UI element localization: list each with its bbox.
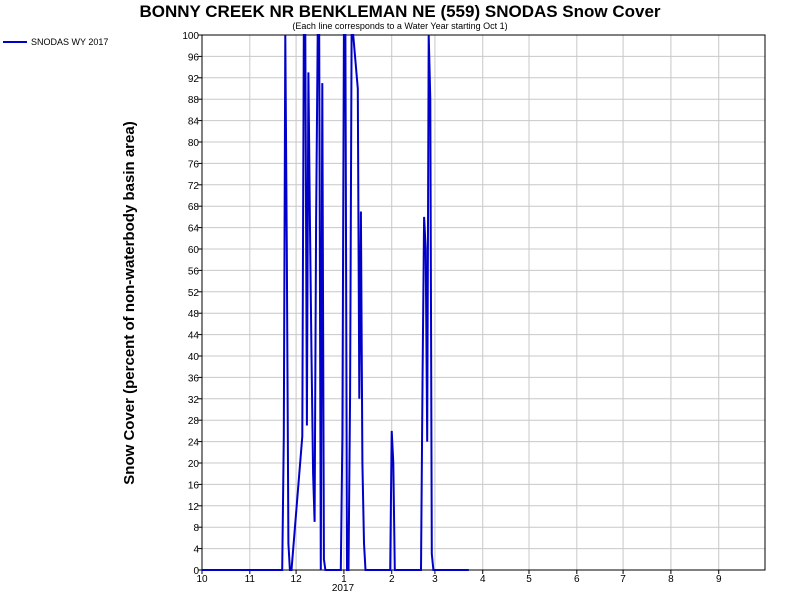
gridlines bbox=[202, 34, 765, 571]
series-line-0 bbox=[202, 34, 469, 571]
legend-label: SNODAS WY 2017 bbox=[31, 37, 108, 47]
series-layer bbox=[202, 34, 469, 571]
x-tick-label: 6 bbox=[574, 574, 580, 585]
y-axis-label: Snow Cover (percent of non-waterbody bas… bbox=[121, 121, 138, 484]
y-tick-label: 80 bbox=[188, 138, 200, 149]
y-tick-label: 72 bbox=[188, 181, 200, 192]
y-tick-label: 0 bbox=[193, 566, 199, 577]
y-tick-label: 52 bbox=[188, 288, 200, 299]
x-tick-label: 3 bbox=[432, 574, 438, 585]
chart-subtitle: (Each line corresponds to a Water Year s… bbox=[292, 21, 507, 31]
y-tick-label: 68 bbox=[188, 202, 200, 213]
y-tick-label: 100 bbox=[182, 31, 199, 42]
y-tick-label: 36 bbox=[188, 373, 200, 384]
x-tick-label: 4 bbox=[480, 574, 486, 585]
x-axis-ticks: 10 11 12 1 2 3 4 5 6 7 8 9 bbox=[196, 570, 722, 585]
y-tick-label: 28 bbox=[188, 416, 200, 427]
x-tick-label: 1 bbox=[341, 574, 347, 585]
y-tick-label: 60 bbox=[188, 245, 200, 256]
y-tick-label: 32 bbox=[188, 395, 200, 406]
y-tick-label: 12 bbox=[188, 502, 200, 513]
y-tick-label: 20 bbox=[188, 459, 200, 470]
legend: SNODAS WY 2017 bbox=[3, 37, 108, 47]
y-tick-label: 8 bbox=[193, 523, 199, 534]
x-tick-label: 10 bbox=[196, 574, 208, 585]
y-axis-ticks: 0481216202428323640444852566064687276808… bbox=[182, 31, 202, 577]
chart-title: BONNY CREEK NR BENKLEMAN NE (559) SNODAS… bbox=[139, 2, 660, 21]
y-tick-label: 40 bbox=[188, 352, 200, 363]
y-tick-label: 48 bbox=[188, 309, 200, 320]
x-axis-year-label: 2017 bbox=[332, 583, 355, 594]
y-tick-label: 92 bbox=[188, 74, 200, 85]
y-tick-label: 24 bbox=[188, 438, 200, 449]
x-tick-label: 5 bbox=[526, 574, 532, 585]
y-tick-label: 96 bbox=[188, 52, 200, 63]
y-tick-label: 84 bbox=[188, 117, 200, 128]
plot-area bbox=[201, 34, 766, 571]
y-tick-label: 4 bbox=[193, 545, 199, 556]
x-tick-label: 11 bbox=[245, 574, 256, 585]
y-tick-label: 16 bbox=[188, 480, 200, 491]
x-tick-label: 2 bbox=[389, 574, 395, 585]
x-tick-label: 7 bbox=[620, 574, 626, 585]
y-tick-label: 76 bbox=[188, 159, 200, 170]
x-tick-label: 12 bbox=[291, 574, 303, 585]
y-tick-label: 64 bbox=[188, 224, 200, 235]
x-tick-label: 8 bbox=[668, 574, 674, 585]
x-tick-label: 9 bbox=[716, 574, 722, 585]
y-tick-label: 88 bbox=[188, 95, 200, 106]
y-tick-label: 56 bbox=[188, 266, 200, 277]
y-tick-label: 44 bbox=[188, 331, 200, 342]
